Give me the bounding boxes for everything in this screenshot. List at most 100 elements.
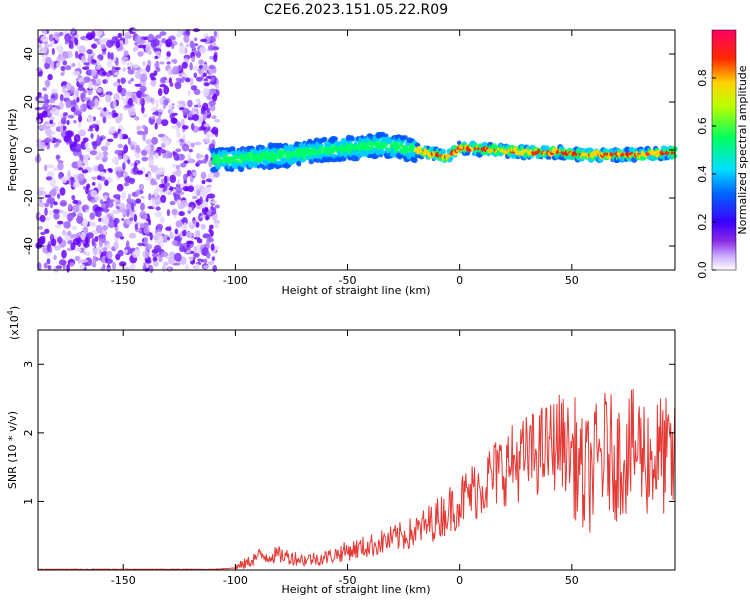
noise-dot [94, 98, 99, 106]
noise-dot [112, 81, 120, 87]
noise-dot [183, 222, 187, 230]
noise-dot [47, 265, 52, 270]
noise-dot [63, 91, 71, 99]
noise-dot [187, 89, 191, 96]
noise-dot [152, 261, 159, 267]
noise-dot [188, 148, 193, 153]
noise-dot [175, 148, 182, 153]
noise-dot [91, 43, 98, 49]
noise-dot [83, 178, 87, 184]
noise-dot [104, 179, 109, 186]
noise-dot [157, 88, 163, 97]
noise-dot [150, 77, 157, 81]
noise-dot [54, 108, 60, 117]
noise-dot [135, 189, 141, 196]
noise-dot [210, 76, 215, 82]
noise-dot [100, 202, 107, 209]
noise-dot [111, 65, 115, 75]
noise-dot [184, 187, 189, 192]
noise-dot [103, 207, 109, 214]
noise-dot [82, 66, 90, 70]
noise-dot [151, 116, 156, 120]
noise-dot [115, 41, 121, 49]
ridge-mark [272, 156, 278, 161]
noise-dot [186, 109, 190, 115]
noise-dot [85, 251, 91, 256]
noise-dot [151, 136, 159, 145]
noise-dot [210, 243, 215, 251]
noise-dot [202, 72, 207, 77]
noise-dot [93, 38, 99, 42]
noise-dot [127, 66, 131, 70]
noise-dot [183, 160, 189, 164]
ridge-mark [467, 151, 471, 155]
ridge-mark [654, 156, 658, 160]
noise-dot [60, 176, 68, 184]
noise-dot [122, 153, 128, 162]
noise-dot [169, 174, 177, 183]
noise-dot [174, 81, 182, 90]
noise-dot [176, 199, 181, 206]
noise-dot [159, 149, 167, 154]
noise-dot [73, 110, 82, 116]
noise-dot [168, 256, 175, 265]
noise-dot [121, 191, 126, 201]
noise-dot [66, 213, 75, 221]
noise-dot [150, 106, 158, 112]
spectrogram-ytick-label: -20 [22, 189, 35, 207]
noise-dot [96, 87, 103, 93]
noise-dot [95, 28, 103, 37]
noise-dot [200, 215, 208, 219]
noise-dot [57, 236, 63, 244]
noise-dot [191, 123, 195, 131]
noise-dot [103, 194, 108, 200]
noise-dot [154, 62, 160, 69]
noise-dot [91, 182, 96, 186]
noise-dot [158, 183, 166, 188]
noise-dot [187, 116, 194, 121]
noise-dot [211, 115, 217, 120]
noise-dot [102, 225, 108, 231]
noise-dot [138, 44, 146, 49]
noise-dot [214, 221, 220, 229]
noise-dot [44, 228, 50, 234]
noise-dot [152, 111, 159, 116]
ridge-mark [291, 150, 296, 155]
noise-dot [86, 49, 93, 55]
ridge-mark [412, 157, 418, 164]
noise-dot [112, 100, 117, 109]
noise-dot [86, 183, 91, 190]
noise-dot [138, 39, 146, 44]
noise-dot [59, 94, 64, 102]
noise-dot [76, 215, 83, 224]
noise-dot [65, 65, 72, 71]
noise-dot [141, 81, 147, 86]
noise-dot [214, 204, 220, 209]
noise-dot [42, 29, 47, 37]
noise-dot [196, 76, 203, 82]
noise-dot [153, 188, 159, 197]
noise-dot [99, 199, 104, 205]
noise-dot [126, 209, 130, 218]
noise-dot [144, 95, 152, 102]
noise-dot [130, 112, 137, 116]
snr-ytick-label: 1 [22, 498, 35, 505]
noise-dot [128, 97, 134, 106]
noise-dot [45, 128, 52, 136]
noise-dot [145, 260, 152, 264]
noise-dot [144, 126, 149, 135]
noise-dot [117, 32, 123, 39]
noise-dot [49, 116, 55, 121]
noise-dot [113, 241, 119, 250]
noise-dot [213, 30, 217, 38]
noise-dot [163, 99, 169, 106]
noise-dot [178, 243, 183, 248]
noise-dot [132, 94, 136, 102]
noise-dot [72, 199, 79, 205]
noise-dot [44, 164, 48, 172]
snr-frame [37, 329, 676, 571]
noise-dot [75, 88, 80, 97]
noise-dot [122, 135, 129, 139]
noise-dot [85, 148, 91, 152]
ridge-mark [321, 136, 328, 143]
